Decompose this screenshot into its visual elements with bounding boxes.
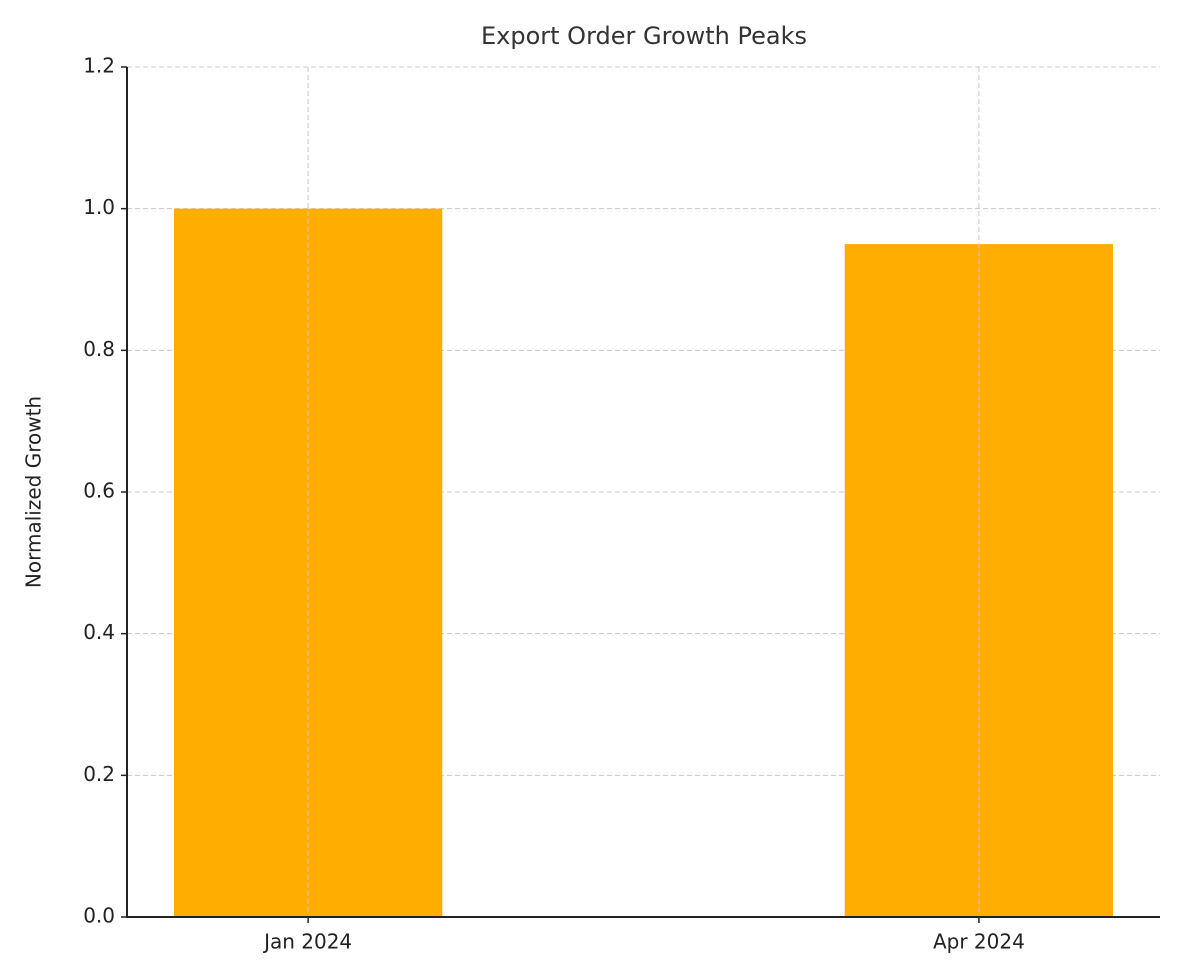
bar xyxy=(173,208,443,917)
y-tick-label: 0.0 xyxy=(83,904,115,928)
y-tick-label: 1.0 xyxy=(83,195,115,219)
y-tick-label: 0.6 xyxy=(83,479,115,503)
y-tick-label: 0.8 xyxy=(83,337,115,361)
y-axis-label: Normalized Growth xyxy=(22,396,46,588)
x-tick-label: Apr 2024 xyxy=(933,930,1025,954)
y-tick-label: 0.2 xyxy=(83,762,115,786)
chart-title: Export Order Growth Peaks xyxy=(481,22,807,50)
y-tick-label: 0.4 xyxy=(83,620,115,644)
x-tick-label: Jan 2024 xyxy=(262,930,352,954)
y-tick-label: 1.2 xyxy=(83,54,115,78)
